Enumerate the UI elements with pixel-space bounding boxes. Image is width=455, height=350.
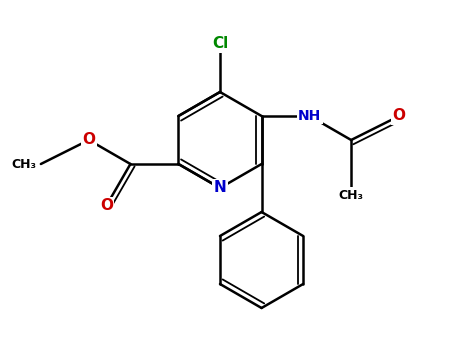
- Text: O: O: [82, 133, 96, 147]
- Text: O: O: [100, 198, 113, 213]
- Text: NH: NH: [298, 109, 321, 123]
- Text: CH₃: CH₃: [11, 158, 36, 170]
- Text: O: O: [393, 108, 406, 124]
- Text: N: N: [214, 181, 227, 196]
- Text: CH₃: CH₃: [339, 189, 364, 202]
- Text: Cl: Cl: [212, 36, 228, 51]
